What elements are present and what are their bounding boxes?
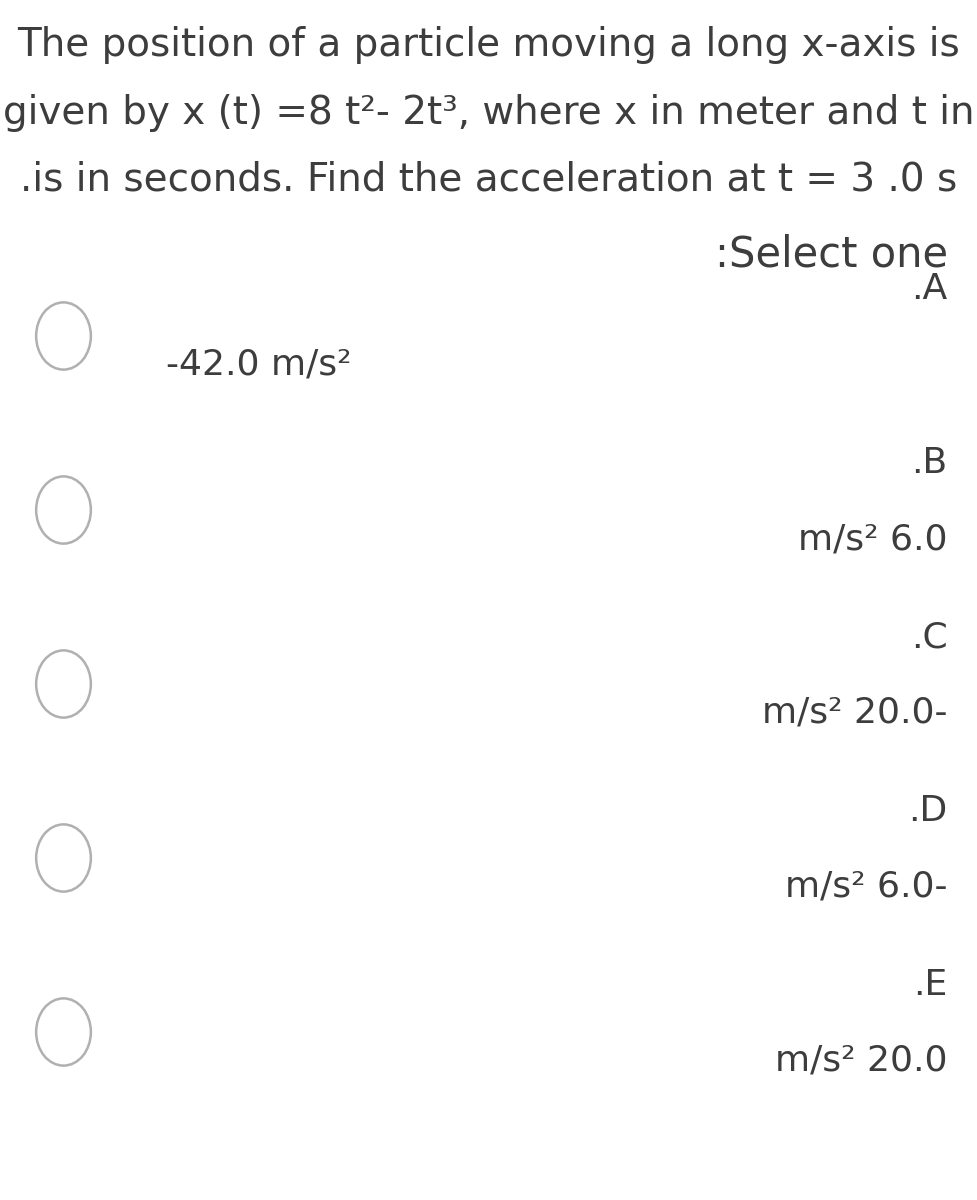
Text: .A: .A bbox=[912, 272, 948, 306]
Text: .E: .E bbox=[913, 968, 948, 1002]
Text: .is in seconds. Find the acceleration at t = 3 .0 s: .is in seconds. Find the acceleration at… bbox=[20, 161, 957, 199]
Text: .C: .C bbox=[911, 620, 948, 654]
Text: m/s² 6.0: m/s² 6.0 bbox=[798, 522, 948, 556]
Text: The position of a particle moving a long x-axis is: The position of a particle moving a long… bbox=[18, 26, 959, 65]
Text: m/s² 20.0-: m/s² 20.0- bbox=[762, 696, 948, 730]
Text: m/s² 20.0: m/s² 20.0 bbox=[775, 1044, 948, 1078]
Text: m/s² 6.0-: m/s² 6.0- bbox=[786, 870, 948, 904]
Text: :Select one: :Select one bbox=[714, 234, 948, 276]
Text: .D: .D bbox=[909, 794, 948, 828]
Text: .B: .B bbox=[912, 446, 948, 480]
Text: -42.0 m/s²: -42.0 m/s² bbox=[166, 348, 352, 382]
Text: given by x (t) =8 t²- 2t³, where x in meter and t in: given by x (t) =8 t²- 2t³, where x in me… bbox=[3, 94, 974, 132]
